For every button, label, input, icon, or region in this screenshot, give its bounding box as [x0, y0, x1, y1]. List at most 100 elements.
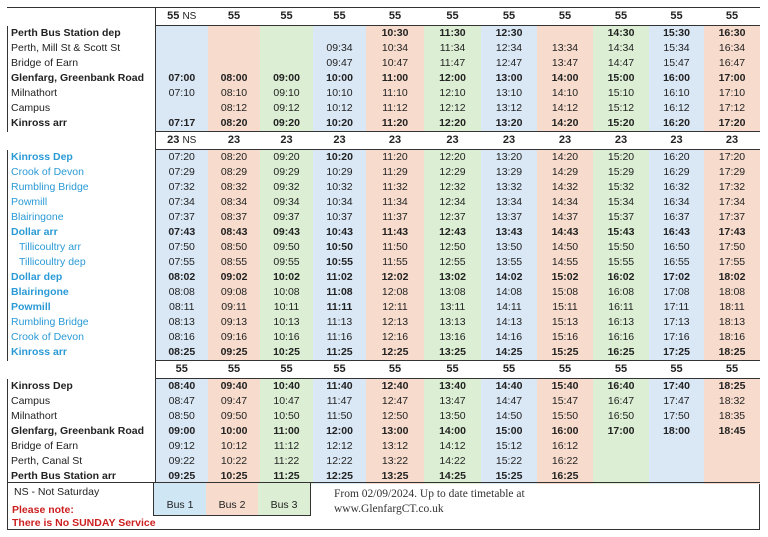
route-number-text: 55 [388, 10, 402, 22]
departure-time [208, 25, 260, 41]
departure-time [154, 41, 208, 56]
departure-time: 18:25 [704, 345, 760, 361]
stop-name: Tillicoultry dep [19, 256, 86, 268]
departure-time: 14:22 [424, 454, 481, 469]
departure-time: 09:11 [208, 300, 260, 315]
website-link[interactable]: www.GlenfargCT.co.uk [334, 503, 444, 515]
departure-time: 16:13 [593, 315, 649, 330]
departure-time: 13:50 [424, 409, 481, 424]
departure-time: 17:02 [649, 270, 704, 285]
departure-time: 12:10 [424, 86, 481, 101]
departure-time: 14:20 [537, 149, 593, 165]
departure-time: 09:32 [260, 180, 313, 195]
departure-time: 11:25 [313, 345, 366, 361]
route-number: 55 [260, 360, 313, 379]
timetable-footer: NS - Not Saturday Please note: There is … [7, 482, 760, 531]
route-number-text: 23 [280, 134, 293, 146]
departure-time: 09:43 [260, 225, 313, 240]
departure-time: 08:10 [208, 86, 260, 101]
departure-time: 07:55 [154, 255, 208, 270]
route-number-text: 55 [388, 363, 402, 375]
route-number: 55 [481, 7, 537, 26]
route-header-row: 55 55 55 55 55 55 55 55 55 55 55 [7, 360, 760, 379]
departure-time: 08:08 [154, 285, 208, 300]
departure-time: 18:25 [704, 378, 760, 394]
departure-time [593, 469, 649, 484]
departure-time: 18:13 [704, 315, 760, 330]
departure-time: 10:25 [208, 469, 260, 484]
departure-time: 09:34 [260, 195, 313, 210]
departure-time [593, 439, 649, 454]
departure-time: 17:12 [704, 101, 760, 116]
stop-row: Kinross arr 08:25 09:25 10:25 11:25 12:25 13:2… [7, 345, 760, 361]
departure-time: 14:12 [537, 101, 593, 116]
departure-time: 09:25 [208, 345, 260, 361]
departure-time: 09:34 [313, 41, 366, 56]
departure-time: 15:25 [481, 469, 537, 484]
route-number-text: 55 [446, 363, 459, 375]
departure-time: 13:20 [481, 116, 537, 132]
departure-time: 11:10 [366, 86, 424, 101]
route-number: 55 NS [154, 7, 208, 26]
departure-time [704, 469, 760, 484]
stop-name: Dollar dep [11, 271, 63, 283]
route-number: 23 NS [154, 131, 208, 150]
departure-time: 15:10 [593, 86, 649, 101]
stop-name: Kinross Dep [11, 150, 73, 163]
departure-time: 18:00 [649, 424, 704, 439]
departure-time: 09:12 [154, 439, 208, 454]
departure-time: 14:32 [537, 180, 593, 195]
departure-time: 09:40 [208, 378, 260, 394]
departure-time: 11:25 [260, 469, 313, 484]
departure-time: 09:47 [208, 394, 260, 409]
departure-time: 18:45 [704, 424, 760, 439]
departure-time: 11:50 [313, 409, 366, 424]
departure-time: 14:11 [481, 300, 537, 315]
departure-time: 14:30 [593, 25, 649, 41]
departure-time: 17:32 [704, 180, 760, 195]
departure-time: 09:00 [154, 424, 208, 439]
departure-time: 17:25 [649, 345, 704, 361]
departure-time: 14:00 [537, 71, 593, 86]
departure-time: 11:55 [366, 255, 424, 270]
departure-time: 11:08 [313, 285, 366, 300]
departure-time: 08:43 [208, 225, 260, 240]
departure-time: 16:10 [649, 86, 704, 101]
route-number: 55 [704, 7, 760, 26]
departure-time: 13:11 [424, 300, 481, 315]
departure-time: 07:00 [154, 71, 208, 86]
stop-name: Dollar arr [11, 226, 58, 238]
departure-time: 13:12 [481, 101, 537, 116]
departure-time: 12:20 [424, 116, 481, 132]
departure-time: 10:10 [313, 86, 366, 101]
route-number-text: 55 [558, 10, 572, 22]
stop-name: Glenfarg, Greenbank Road [11, 72, 145, 84]
departure-time: 10:20 [313, 116, 366, 132]
sunday-note: There is No SUNDAY Service [12, 517, 156, 529]
departure-time: 09:55 [260, 255, 313, 270]
departure-time: 10:22 [208, 454, 260, 469]
departure-time: 12:16 [366, 330, 424, 345]
departure-time: 15:47 [537, 394, 593, 409]
stop-name: Perth, Mill St & Scott St [11, 42, 121, 54]
departure-time [154, 101, 208, 116]
departure-time: 15:02 [537, 270, 593, 285]
departure-time: 10:37 [313, 210, 366, 225]
departure-time: 11:50 [366, 240, 424, 255]
departure-time: 08:11 [154, 300, 208, 315]
departure-time: 12:02 [366, 270, 424, 285]
departure-time [313, 25, 366, 41]
departure-time: 17:40 [649, 378, 704, 394]
departure-time: 15:43 [593, 225, 649, 240]
departure-time: 10:16 [260, 330, 313, 345]
departure-time: 12:13 [366, 315, 424, 330]
departure-time: 14:40 [481, 378, 537, 394]
stop-name: Milnathort [11, 87, 58, 99]
stop-row: Kinross Dep 08:40 09:40 10:40 11:40 12:40 13:4… [7, 378, 760, 394]
stop-name: Bridge of Earn [11, 57, 79, 69]
departure-time: 10:34 [313, 195, 366, 210]
departure-time: 13:16 [424, 330, 481, 345]
route-number: 23 [366, 131, 424, 150]
stop-name: Crook of Devon [11, 331, 84, 343]
departure-time: 08:47 [154, 394, 208, 409]
